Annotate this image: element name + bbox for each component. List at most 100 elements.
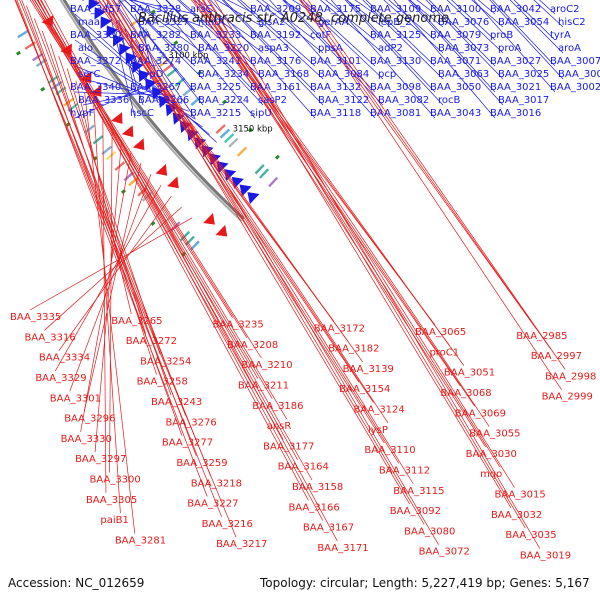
forward-gene-label[interactable]: aroC2: [550, 4, 579, 15]
forward-gene-label[interactable]: BAA_3006: [558, 69, 600, 80]
forward-gene-label[interactable]: BAA_3042: [490, 4, 541, 15]
reverse-gene-label[interactable]: BAA_3172: [314, 323, 365, 334]
reverse-gene-label[interactable]: BAA_3154: [339, 384, 390, 395]
reverse-gene-label[interactable]: BAA_3051: [444, 368, 495, 379]
forward-gene-label[interactable]: BAA_3007: [550, 56, 600, 67]
forward-gene-label[interactable]: BAA_3274: [130, 56, 181, 67]
reverse-gene-label[interactable]: BAA_3272: [126, 336, 177, 347]
forward-gene-label[interactable]: proA: [498, 43, 521, 54]
forward-gene-label[interactable]: BAA_3100: [430, 4, 481, 15]
reverse-gene-label[interactable]: BAA_3110: [364, 445, 415, 456]
reverse-gene-label[interactable]: BAA_3216: [202, 519, 253, 530]
reverse-gene-label[interactable]: BAA_3072: [419, 547, 470, 558]
reverse-gene-label[interactable]: BAA_3164: [278, 462, 329, 473]
forward-gene-label[interactable]: hisC2: [558, 17, 586, 28]
forward-gene-label[interactable]: BAA_3234: [198, 69, 249, 80]
forward-gene-label[interactable]: BAA_3054: [498, 17, 549, 28]
forward-gene-label[interactable]: BAA_3122: [318, 95, 369, 106]
reverse-gene-label[interactable]: BAA_3281: [115, 535, 166, 546]
forward-gene-label[interactable]: BAA_3380: [70, 30, 121, 41]
forward-gene-label[interactable]: BAA_3081: [370, 108, 421, 119]
forward-gene-label[interactable]: hscC: [130, 108, 154, 119]
forward-gene-label[interactable]: BAA_3225: [190, 82, 241, 93]
reverse-gene-label[interactable]: BAA_3158: [292, 482, 343, 493]
reverse-gene-label[interactable]: BAA_3210: [241, 360, 292, 371]
reverse-gene-label[interactable]: BAA_3211: [238, 380, 289, 391]
reverse-gene-label[interactable]: BAA_3186: [252, 401, 303, 412]
forward-gene-label[interactable]: BAA_3073: [438, 43, 489, 54]
forward-gene-label[interactable]: BAA_3118: [310, 108, 361, 119]
reverse-gene-label[interactable]: BAA_3305: [86, 495, 137, 506]
reverse-gene-label[interactable]: BAA_3297: [75, 454, 126, 465]
forward-gene-label[interactable]: lepB_2: [378, 17, 412, 28]
forward-gene-label[interactable]: hypF: [70, 108, 95, 119]
reverse-gene-label[interactable]: BAA_3208: [227, 340, 278, 351]
forward-gene-label[interactable]: BAA_3175: [310, 4, 361, 15]
reverse-gene-label[interactable]: BAA_3254: [140, 356, 191, 367]
reverse-gene-label[interactable]: BAA_3112: [379, 465, 430, 476]
forward-gene-label[interactable]: BAA_3327: [138, 17, 189, 28]
reverse-gene-label[interactable]: BAA_3065: [415, 327, 466, 338]
forward-gene-label[interactable]: BAA_3241: [190, 56, 241, 67]
forward-gene-label[interactable]: BAA_3161: [250, 82, 301, 93]
reverse-gene-label[interactable]: BAA_3015: [495, 490, 546, 501]
forward-gene-label[interactable]: BAA_3125: [370, 30, 421, 41]
forward-gene-label[interactable]: BAA_3043: [430, 108, 481, 119]
reverse-gene-label[interactable]: BAA_3069: [455, 408, 506, 419]
forward-gene-label[interactable]: BAA_3280: [138, 43, 189, 54]
forward-gene-label[interactable]: glsA2: [258, 17, 286, 28]
forward-gene-label[interactable]: sasP2: [258, 95, 287, 106]
forward-gene-label[interactable]: mntA: [198, 17, 225, 28]
forward-gene-label[interactable]: BAA_3457: [70, 4, 121, 15]
reverse-gene-label[interactable]: BAA_3166: [288, 502, 339, 513]
forward-gene-label[interactable]: proB: [490, 30, 513, 41]
reverse-gene-label[interactable]: paiB1: [100, 515, 128, 526]
reverse-gene-label[interactable]: BAA_3296: [64, 414, 115, 425]
forward-gene-label[interactable]: tyrA: [550, 30, 571, 41]
forward-gene-label[interactable]: cotF: [310, 30, 332, 41]
reverse-gene-label[interactable]: BAA_3277: [162, 438, 213, 449]
reverse-gene-label[interactable]: BAA_3258: [137, 377, 188, 388]
forward-gene-label[interactable]: BAA_3176: [250, 56, 301, 67]
reverse-gene-label[interactable]: BAA_3259: [176, 458, 227, 469]
reverse-gene-label[interactable]: BAA_3080: [404, 526, 455, 537]
reverse-gene-label[interactable]: BAA_3055: [469, 429, 520, 440]
reverse-gene-label[interactable]: BAA_3334: [39, 353, 90, 364]
forward-gene-label[interactable]: BAA_3192: [250, 30, 301, 41]
forward-gene-label[interactable]: BAA_3101: [310, 56, 361, 67]
forward-gene-label[interactable]: BAA_3233: [190, 30, 241, 41]
forward-gene-label[interactable]: BAA_3130: [370, 56, 421, 67]
forward-gene-label[interactable]: BAA_3328: [130, 4, 181, 15]
forward-gene-label[interactable]: BAA_3079: [430, 30, 481, 41]
reverse-gene-label[interactable]: BAA_2997: [531, 351, 582, 362]
forward-gene-label[interactable]: cypD: [138, 69, 164, 80]
forward-gene-label[interactable]: BAA_3109: [370, 4, 421, 15]
reverse-gene-label[interactable]: BAA_3068: [440, 388, 491, 399]
forward-gene-label[interactable]: pcp: [378, 69, 396, 80]
reverse-gene-label[interactable]: BAA_3115: [393, 486, 444, 497]
forward-gene-label[interactable]: BAA_3215: [190, 108, 241, 119]
forward-gene-label[interactable]: aspA3: [258, 43, 289, 54]
reverse-gene-label[interactable]: BAA_3301: [50, 393, 101, 404]
reverse-gene-label[interactable]: BAA_3167: [303, 523, 354, 534]
forward-gene-label[interactable]: gerAA: [318, 17, 349, 28]
reverse-gene-label[interactable]: BAA_3330: [61, 434, 112, 445]
reverse-gene-label[interactable]: BAA_3300: [90, 475, 141, 486]
reverse-gene-label[interactable]: BAA_3171: [317, 543, 368, 554]
reverse-gene-label[interactable]: BAA_3035: [505, 530, 556, 541]
forward-gene-label[interactable]: BAA_3098: [370, 82, 421, 93]
reverse-gene-label[interactable]: BAA_2998: [545, 371, 596, 382]
forward-gene-label[interactable]: BAA_3082: [378, 95, 429, 106]
forward-gene-label[interactable]: BAA_3336: [78, 95, 129, 106]
forward-gene-label[interactable]: BAA_3267: [130, 82, 181, 93]
reverse-gene-label[interactable]: BAA_3019: [520, 550, 571, 561]
forward-gene-label[interactable]: adP2: [378, 43, 403, 54]
forward-gene-label[interactable]: aroA: [558, 43, 581, 54]
forward-gene-label[interactable]: BAA_3021: [490, 82, 541, 93]
forward-gene-label[interactable]: BAA_3076: [438, 17, 489, 28]
reverse-gene-label[interactable]: ansR: [267, 421, 292, 432]
reverse-gene-label[interactable]: BAA_3139: [343, 364, 394, 375]
reverse-gene-label[interactable]: BAA_3329: [35, 373, 86, 384]
reverse-gene-label[interactable]: BAA_3124: [354, 405, 405, 416]
forward-gene-label[interactable]: serC: [78, 69, 100, 80]
